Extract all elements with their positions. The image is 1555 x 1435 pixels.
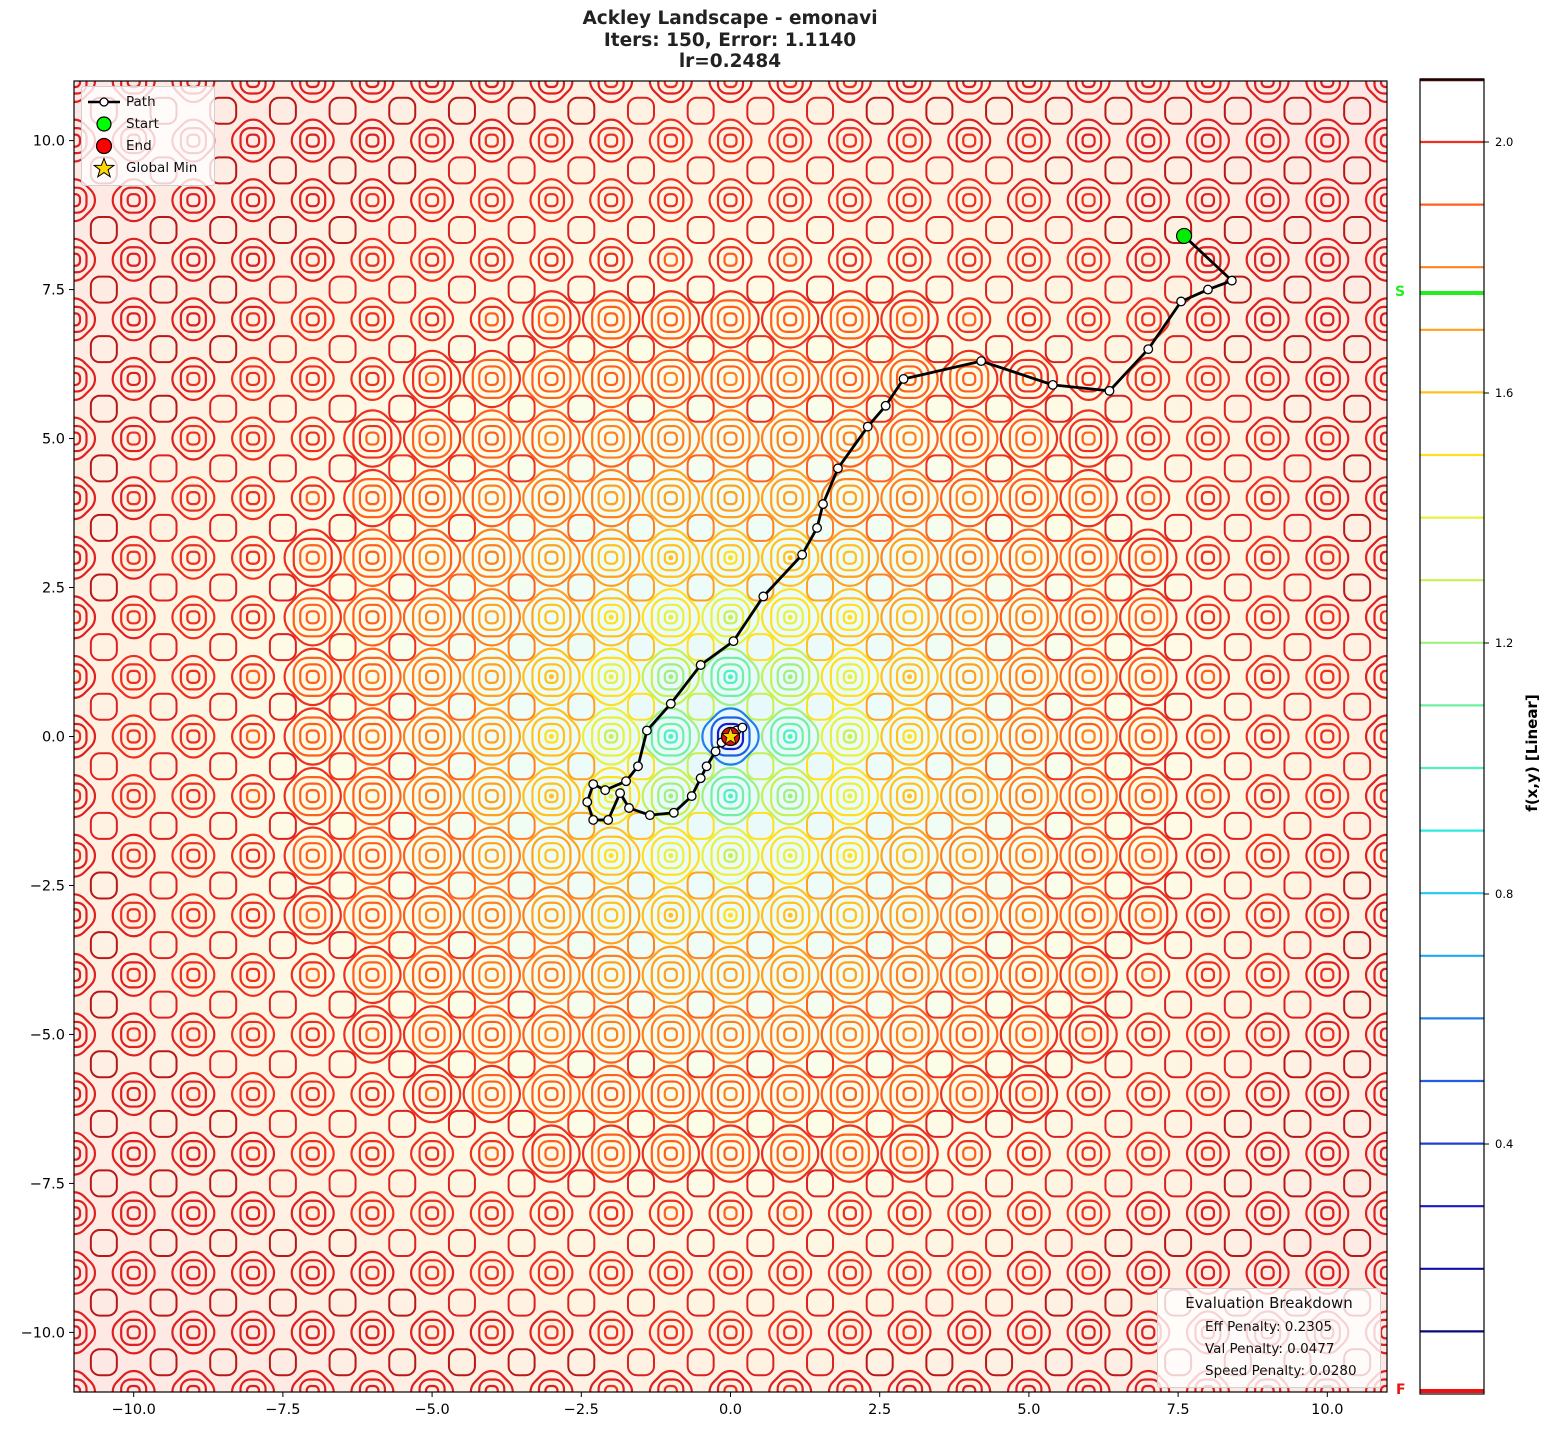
legend-label: Start: [126, 116, 159, 132]
start-marker: [1175, 227, 1193, 245]
x-tick-label: 0.0: [719, 1402, 742, 1418]
speed-penalty-text: Speed Penalty: 0.0280: [1205, 1363, 1357, 1379]
evaluation-title: Evaluation Breakdown: [1185, 1294, 1353, 1312]
title-line-1: Ackley Landscape - emonavi: [582, 8, 878, 29]
colorbar-label: f(x,y) [Linear]: [1523, 694, 1541, 811]
path-line-marker-icon: [82, 91, 126, 113]
path-point: [880, 400, 891, 411]
path-point: [898, 374, 909, 384]
path-point: [1226, 275, 1237, 286]
x-tick-label: 10.0: [1311, 1402, 1343, 1418]
colorbar-start-marker: S: [1395, 284, 1406, 300]
y-tick-label: 0.0: [42, 730, 65, 746]
colorbar: 2.0 1.6 1.2 0.8 0.4: [1419, 78, 1513, 1395]
chart-title: Ackley Landscape - emonavi Iters: 150, E…: [480, 8, 980, 73]
title-line-2: Iters: 150, Error: 1.1140: [603, 29, 857, 51]
path-point: [615, 788, 626, 799]
colorbar-final-marker: F: [1396, 1382, 1406, 1398]
y-axis: 10.0 7.5 5.0 2.5 0.0 −2.5 −5.0 −7.5 −10.0: [21, 134, 74, 1341]
path-point: [1047, 379, 1058, 390]
y-tick-label: −10.0: [21, 1325, 65, 1341]
path-point: [737, 722, 748, 733]
title-line-3: lr=0.2484: [678, 51, 782, 72]
yellow-star-icon: [82, 157, 126, 179]
y-tick-label: −2.5: [30, 878, 65, 894]
path-point: [710, 746, 721, 757]
path-point: [668, 807, 679, 818]
evaluation-breakdown-box: Evaluation Breakdown Eff Penalty: 0.2305…: [1157, 1288, 1381, 1388]
optimizer-path: [582, 227, 1237, 825]
legend-label: Path: [126, 94, 156, 110]
path-point: [1203, 284, 1213, 295]
y-tick-label: −5.0: [30, 1027, 65, 1043]
y-tick-label: −7.5: [30, 1176, 65, 1192]
legend-item-path: Path: [82, 91, 214, 113]
path-point: [603, 814, 614, 825]
path-point: [644, 810, 655, 821]
x-tick-label: −7.5: [265, 1402, 300, 1418]
global-min-star: [720, 726, 741, 745]
colorbar-background: [1420, 79, 1484, 1394]
path-point: [1104, 385, 1115, 396]
x-axis: −10.0 −7.5 −5.0 −2.5 0.0 2.5 5.0 7.5 10.0: [111, 1392, 1343, 1418]
colorbar-tick-label: 1.2: [1495, 636, 1513, 650]
colorbar-label-text: f(x,y) [Linear]: [1523, 694, 1541, 811]
val-penalty-text: Val Penalty: 0.0477: [1205, 1341, 1335, 1357]
x-tick-label: −10.0: [111, 1402, 155, 1418]
path-point: [665, 698, 676, 709]
x-tick-label: −5.0: [414, 1402, 449, 1418]
y-tick-label: 5.0: [42, 432, 65, 448]
path-point: [1143, 344, 1154, 355]
green-circle-icon: [82, 113, 126, 135]
path-point: [621, 776, 632, 787]
x-tick-label: 2.5: [868, 1402, 891, 1418]
path-point: [582, 797, 593, 808]
legend: Path Start End Global Min: [81, 86, 215, 186]
colorbar-ticks: 2.0 1.6 1.2 0.8 0.4: [1484, 135, 1513, 1151]
colorbar-tick-label: 0.4: [1495, 1137, 1513, 1151]
path-point: [976, 356, 987, 367]
colorbar-frame: [1419, 78, 1485, 1395]
y-tick-label: 7.5: [42, 283, 65, 299]
red-circle-icon: [82, 135, 126, 157]
eff-penalty-text: Eff Penalty: 0.2305: [1205, 1319, 1333, 1335]
path-point: [1176, 296, 1187, 307]
path-point: [797, 549, 808, 560]
colorbar-tick-label: 1.6: [1495, 386, 1513, 400]
path-point: [633, 761, 643, 772]
path-point: [862, 421, 873, 432]
path-point: [641, 725, 652, 736]
path-point: [624, 803, 634, 813]
legend-item-start: Start: [82, 113, 214, 135]
x-tick-label: 5.0: [1017, 1402, 1040, 1418]
path-point: [812, 522, 822, 533]
path-point: [758, 591, 769, 602]
colorbar-tick-label: 0.8: [1495, 887, 1513, 901]
path-point: [588, 779, 599, 790]
legend-item-end: End: [82, 135, 214, 157]
colorbar-level-lines: [1420, 78, 1484, 1393]
path-point: [588, 814, 599, 825]
y-tick-label: 2.5: [42, 581, 65, 597]
x-tick-label: −2.5: [564, 1402, 599, 1418]
path-point: [832, 463, 843, 474]
path-point: [728, 636, 739, 647]
path-point: [686, 791, 697, 802]
path-point: [701, 761, 712, 772]
path-point: [818, 499, 828, 510]
y-tick-label: 10.0: [33, 134, 65, 150]
plot-area: [73, 80, 1388, 1393]
path-point: [600, 785, 611, 796]
legend-label: End: [126, 138, 152, 154]
path-point: [695, 773, 706, 784]
legend-item-global-min: Global Min: [82, 157, 214, 179]
legend-label: Global Min: [126, 160, 198, 176]
colorbar-tick-label: 2.0: [1495, 135, 1513, 149]
x-tick-label: 7.5: [1167, 1402, 1190, 1418]
path-point: [695, 660, 706, 670]
